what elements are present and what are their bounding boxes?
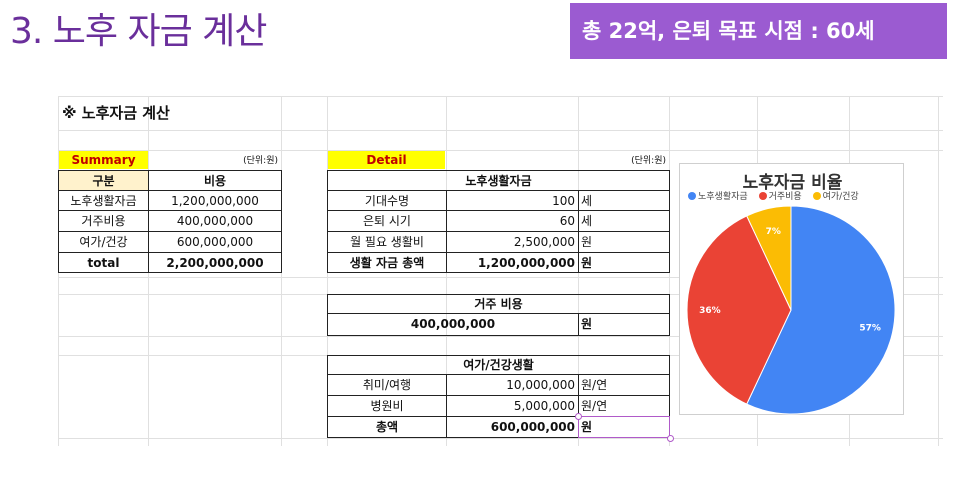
table-line [327, 313, 670, 314]
table-line [58, 210, 282, 211]
detail-unit: (단위:원) [631, 156, 666, 166]
leisure-total-value: 600,000,000 [490, 420, 575, 434]
living-row-value: 2,500,000 [513, 235, 575, 249]
summary-header-fill [59, 171, 148, 190]
table-line [578, 374, 579, 438]
pie-slice-label: 36% [699, 306, 721, 316]
summary-row-name: 거주비용 [81, 214, 126, 228]
selected-cell[interactable] [578, 416, 670, 438]
table-line [58, 252, 282, 253]
leisure-row-unit: 원/연 [581, 378, 608, 392]
table-line [578, 313, 579, 336]
leisure-row-name: 병원비 [370, 399, 404, 413]
goal-banner: 총 22억, 은퇴 목표 시점 : 60세 [570, 3, 947, 59]
grid-line [58, 96, 943, 97]
grid-line [58, 336, 943, 337]
living-total-name: 생활 자금 총액 [349, 256, 425, 270]
pie-plot: 57% 36% 7% [686, 205, 896, 415]
living-row-unit: 세 [581, 214, 593, 228]
table-line [327, 190, 670, 191]
leisure-row-name: 취미/여행 [362, 378, 412, 392]
table-line [327, 395, 670, 396]
summary-total-name: total [87, 256, 120, 270]
selection-handle[interactable] [575, 413, 582, 420]
legend-label: 거주비용 [768, 192, 802, 202]
grid-line [58, 150, 943, 151]
living-total-value: 1,200,000,000 [477, 256, 575, 270]
summary-col-header: 구분 [92, 174, 115, 188]
living-table [327, 170, 670, 273]
leisure-row-unit: 원/연 [581, 399, 608, 413]
living-row-name: 은퇴 시기 [363, 214, 411, 228]
legend-dot [812, 191, 821, 200]
table-line [327, 231, 670, 232]
summary-row-name: 노후생활자금 [70, 194, 137, 208]
table-line [446, 190, 447, 273]
leisure-row-value: 10,000,000 [506, 378, 575, 392]
grid-line [938, 96, 939, 446]
table-line [148, 170, 149, 273]
living-row-name: 월 필요 생활비 [350, 235, 424, 249]
table-line [58, 231, 282, 232]
living-total-unit: 원 [581, 256, 593, 270]
detail-label-cell [328, 151, 445, 169]
table-line [327, 210, 670, 211]
leisure-table [327, 355, 670, 438]
leisure-total-name: 총액 [375, 420, 399, 434]
pie-slice-label: 57% [859, 324, 881, 334]
table-line [327, 416, 670, 417]
table-line [327, 252, 670, 253]
table-line [446, 374, 447, 438]
slide-title: 3. 노후 자금 계산 [10, 11, 267, 52]
living-row-value: 100 [552, 194, 575, 208]
grid-line [58, 130, 943, 131]
legend-label: 여가/건강 [822, 192, 859, 202]
summary-row-value: 600,000,000 [176, 235, 254, 249]
table-line [578, 190, 579, 273]
pie-slice[interactable] [746, 205, 792, 311]
housing-header: 거주 비용 [474, 297, 523, 311]
summary-row-name: 여가/건강 [79, 235, 128, 249]
living-row-unit: 세 [581, 194, 593, 208]
housing-unit: 원 [581, 317, 593, 331]
legend-dot [688, 191, 696, 200]
pie-slice-label: 7% [766, 227, 781, 237]
summary-label-cell [59, 151, 148, 169]
legend-label: 노후생활자금 [698, 192, 748, 202]
legend-dot [758, 191, 767, 200]
selection-handle[interactable] [667, 435, 674, 442]
chart-legend: 노후생활자금 거주비용 여가/건강 [688, 189, 867, 202]
summary-col-header: 비용 [203, 174, 227, 188]
living-row-value: 60 [559, 214, 575, 228]
living-header: 노후생활자금 [465, 174, 532, 188]
pie-chart[interactable]: 노후자금 비율 노후생활자금 거주비용 여가/건강 57% 36% 7% [679, 163, 904, 415]
grid-line [58, 438, 943, 439]
living-row-name: 기대수명 [364, 194, 410, 208]
housing-value: 400,000,000 [410, 317, 496, 331]
table-line [327, 374, 670, 375]
leisure-total-unit: 원 [581, 420, 593, 434]
sheet-heading: ※ 노후자금 계산 [62, 104, 170, 122]
pie-slice[interactable] [746, 205, 896, 415]
detail-label: Detail [366, 153, 407, 167]
table-line [58, 190, 282, 191]
summary-label: Summary [71, 153, 136, 167]
summary-unit: (단위:원) [243, 156, 278, 166]
summary-row-value: 400,000,000 [176, 214, 254, 228]
grid-line [58, 277, 943, 278]
chart-title: 노후자금 비율 [742, 173, 843, 193]
leisure-header: 여가/건강생활 [463, 358, 534, 372]
summary-total-value: 2,200,000,000 [166, 256, 264, 270]
living-row-unit: 원 [581, 235, 593, 249]
summary-row-value: 1,200,000,000 [171, 194, 259, 208]
summary-table [58, 170, 282, 273]
housing-table [327, 294, 670, 336]
pie-slice[interactable] [686, 215, 792, 405]
leisure-row-value: 5,000,000 [513, 399, 575, 413]
